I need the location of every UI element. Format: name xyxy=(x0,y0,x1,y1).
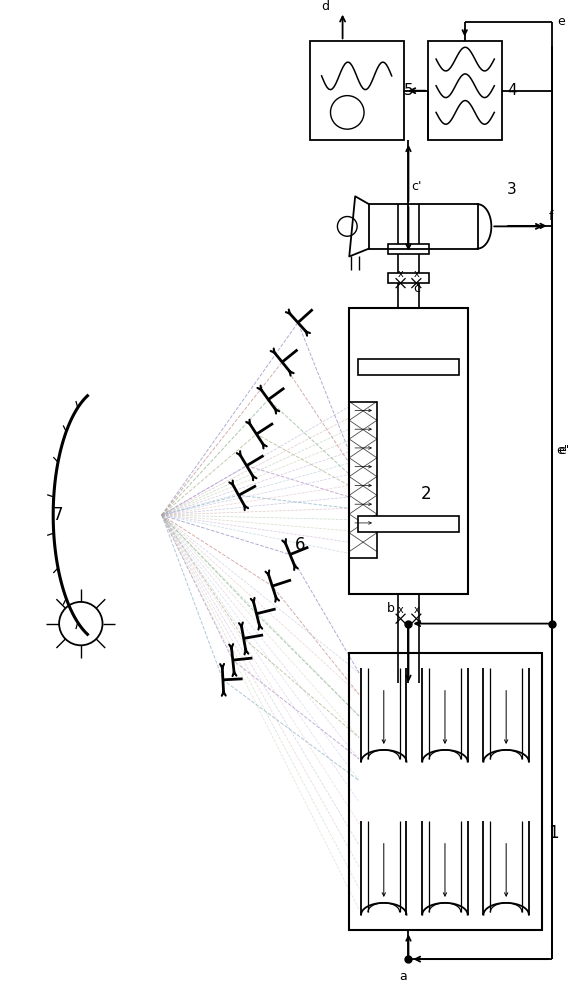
Text: x: x xyxy=(398,605,404,615)
Bar xyxy=(310,41,404,140)
Bar xyxy=(358,516,459,532)
Text: 3: 3 xyxy=(507,182,517,197)
Bar xyxy=(388,273,429,283)
Text: c: c xyxy=(413,282,420,295)
Bar xyxy=(428,41,502,140)
Text: x: x xyxy=(414,269,419,279)
Text: e': e' xyxy=(556,444,567,457)
Bar xyxy=(349,402,377,558)
Text: 2: 2 xyxy=(421,485,432,503)
Text: d: d xyxy=(321,0,329,13)
Text: e': e' xyxy=(558,444,569,457)
Text: e: e xyxy=(558,15,565,28)
Text: 6: 6 xyxy=(295,536,305,554)
Text: 4: 4 xyxy=(507,83,517,98)
Text: f: f xyxy=(548,210,553,223)
Bar xyxy=(349,653,542,930)
Bar xyxy=(349,308,467,594)
Bar xyxy=(358,359,459,375)
Text: 5: 5 xyxy=(404,83,413,98)
Text: 1: 1 xyxy=(548,824,559,842)
Text: b: b xyxy=(387,602,395,615)
Bar xyxy=(388,244,429,254)
Text: x: x xyxy=(398,269,404,279)
Text: 7: 7 xyxy=(53,506,63,524)
Text: x: x xyxy=(414,605,419,615)
Bar xyxy=(369,204,477,249)
Text: a: a xyxy=(400,970,407,983)
Text: c': c' xyxy=(411,180,422,193)
